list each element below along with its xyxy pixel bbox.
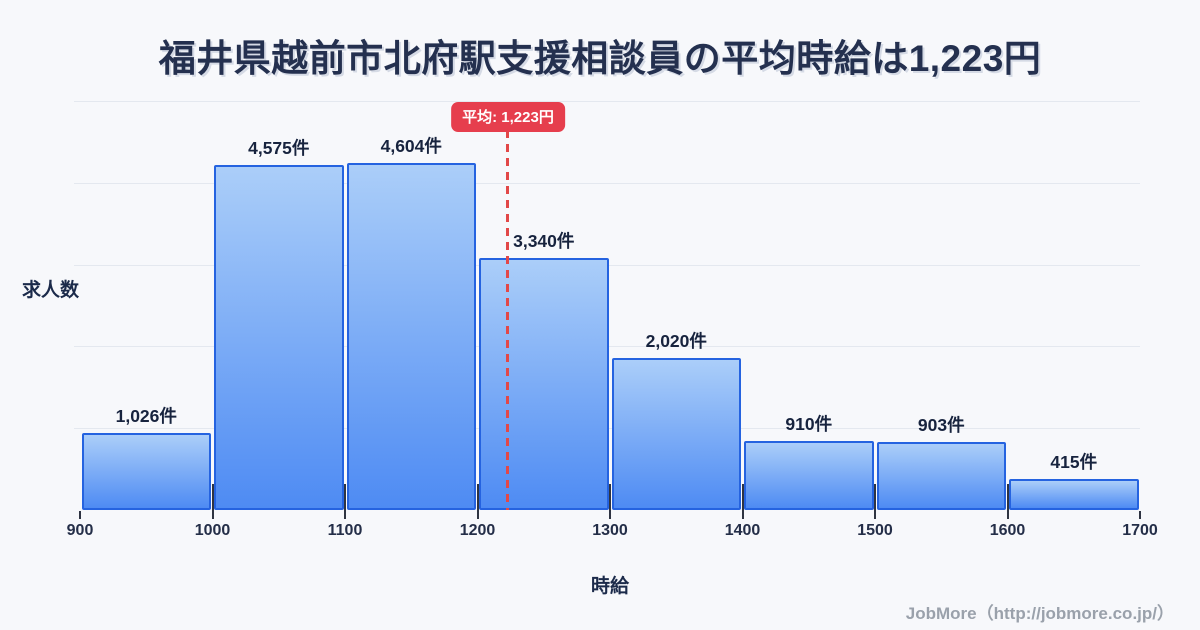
- average-badge: 平均: 1,223円: [451, 102, 565, 132]
- histogram-bar: [744, 441, 874, 510]
- axis-tick: [344, 484, 346, 519]
- histogram-bar: [346, 162, 476, 510]
- axis-tick: [211, 484, 214, 519]
- axis-tick-label: 1200: [459, 522, 496, 539]
- axis-tick-label: 1500: [857, 522, 893, 539]
- axis-tick: [741, 484, 744, 519]
- bar-value-label: 415件: [1050, 451, 1098, 472]
- histogram-bar: [479, 257, 609, 510]
- axis-tick: [874, 484, 876, 519]
- bar-value-label: 4,604件: [380, 135, 442, 156]
- axis-tick: [476, 484, 479, 519]
- bar-value-label: 1,026件: [115, 405, 177, 426]
- axis-tick-label: 1600: [989, 522, 1026, 539]
- histogram-bar: [611, 357, 741, 510]
- histogram-bar: [1009, 478, 1139, 510]
- axis-tick: [79, 511, 81, 519]
- gridline: [74, 182, 1140, 184]
- histogram-bar: [81, 432, 211, 510]
- average-line: [506, 130, 510, 510]
- axis-tick-label: 1400: [724, 522, 761, 539]
- axis-tick-label: 1000: [194, 522, 231, 539]
- footer-credit: JobMore（http://jobmore.co.jp/）: [905, 604, 1174, 623]
- axis-tick: [1139, 511, 1141, 519]
- gridline: [74, 101, 1140, 102]
- axis-tick: [609, 484, 611, 519]
- bar-value-label: 910件: [785, 414, 833, 435]
- bar-value-label: 3,340件: [513, 230, 575, 251]
- histogram-bar: [214, 164, 344, 510]
- axis-tick-label: 1700: [1122, 522, 1158, 539]
- axis-tick-label: 1100: [327, 522, 363, 539]
- histogram-bar: [876, 441, 1006, 510]
- histogram-plot: 平均: 1,223円 1,026件 4,575件 4,604件 3,340件 2,020…: [67, 101, 1158, 539]
- axis-tick-label: 900: [66, 522, 94, 539]
- x-axis-label: 時給: [590, 576, 629, 597]
- bar-value-label: 4,575件: [248, 137, 310, 158]
- bar-value-label: 903件: [917, 414, 965, 435]
- axis-tick-label: 1300: [592, 522, 628, 539]
- page-title: 福井県越前市北府駅支援相談員の平均時給は1,223円: [158, 38, 1042, 79]
- axis-tick: [1006, 484, 1009, 519]
- bar-value-label: 2,020件: [645, 330, 707, 351]
- y-axis-label: 求人数: [22, 280, 80, 301]
